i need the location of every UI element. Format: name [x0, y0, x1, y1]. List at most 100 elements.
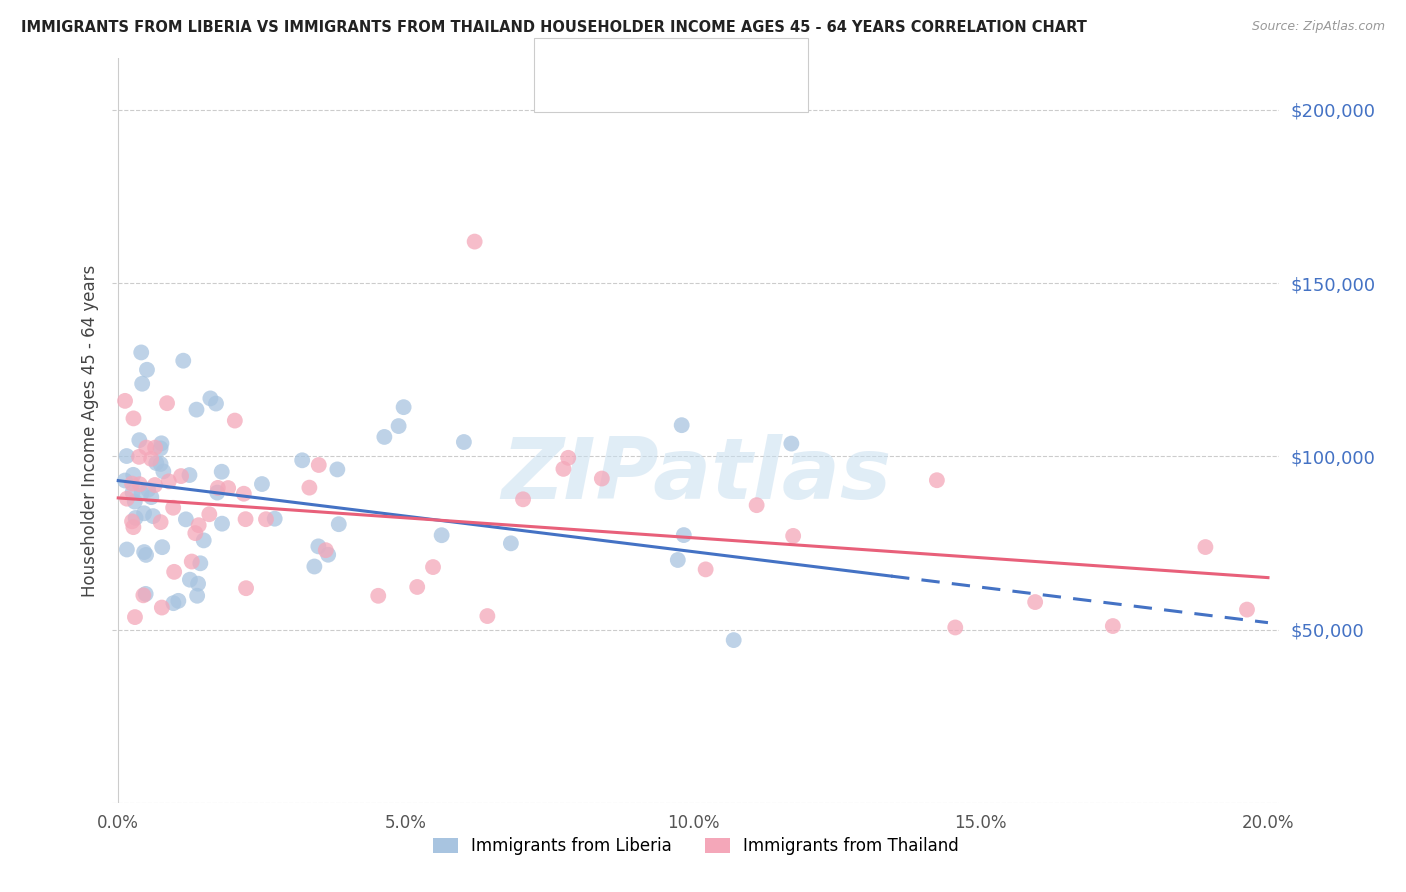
Text: -0.199: -0.199 [623, 82, 676, 97]
Point [134, 545, 156, 559]
Point [121, 476, 143, 491]
Text: 54: 54 [733, 82, 755, 97]
Point [128, 450, 150, 464]
Point [157, 475, 180, 489]
Text: 60: 60 [733, 53, 755, 68]
Point [156, 396, 179, 410]
Point [464, 235, 486, 249]
Point [235, 512, 257, 526]
Point [135, 587, 157, 601]
Point [207, 485, 229, 500]
Point [122, 520, 145, 534]
Point [136, 363, 159, 377]
Circle shape [536, 84, 581, 95]
Point [943, 620, 966, 634]
Legend: Immigrants from Liberia, Immigrants from Thailand: Immigrants from Liberia, Immigrants from… [426, 830, 966, 862]
Point [135, 441, 157, 455]
Point [207, 481, 229, 495]
Point [672, 528, 695, 542]
Point [671, 418, 693, 433]
Point [373, 430, 395, 444]
Text: IMMIGRANTS FROM LIBERIA VS IMMIGRANTS FROM THAILAND HOUSEHOLDER INCOME AGES 45 -: IMMIGRANTS FROM LIBERIA VS IMMIGRANTS FR… [21, 20, 1087, 35]
Point [162, 596, 184, 610]
Point [499, 536, 522, 550]
Point [115, 491, 138, 506]
Point [782, 529, 804, 543]
Point [477, 609, 499, 624]
Point [135, 548, 157, 562]
Point [150, 540, 173, 554]
Point [591, 471, 613, 485]
Text: N =: N = [697, 53, 731, 68]
Point [186, 402, 208, 417]
Point [553, 462, 575, 476]
Point [388, 419, 411, 434]
Point [170, 469, 193, 483]
Text: R =: R = [583, 53, 617, 68]
Point [1236, 602, 1258, 616]
Point [124, 610, 146, 624]
Y-axis label: Householder Income Ages 45 - 64 years: Householder Income Ages 45 - 64 years [80, 264, 98, 597]
Text: ZIPatlas: ZIPatlas [501, 434, 891, 516]
Point [162, 500, 184, 515]
Text: Source: ZipAtlas.com: Source: ZipAtlas.com [1251, 20, 1385, 33]
Point [149, 442, 172, 456]
Point [200, 392, 222, 406]
Point [124, 494, 146, 508]
Point [211, 516, 233, 531]
Point [557, 450, 579, 465]
Point [308, 458, 330, 472]
Point [406, 580, 429, 594]
Point [152, 464, 174, 478]
Point [188, 557, 211, 571]
Point [1101, 619, 1123, 633]
Point [254, 512, 277, 526]
Point [723, 633, 745, 648]
Point [128, 433, 150, 447]
Point [132, 588, 155, 602]
Point [422, 560, 444, 574]
Point [184, 526, 207, 541]
Point [122, 411, 145, 425]
Point [132, 506, 155, 520]
Point [250, 477, 273, 491]
Point [304, 559, 326, 574]
Point [430, 528, 453, 542]
Point [150, 436, 173, 450]
Point [326, 462, 349, 476]
Point [131, 486, 153, 500]
Point [150, 600, 173, 615]
Point [167, 594, 190, 608]
Point [1024, 595, 1046, 609]
Point [115, 542, 138, 557]
Point [179, 573, 201, 587]
Point [143, 478, 166, 492]
Point [136, 483, 159, 497]
Point [114, 393, 136, 408]
Point [187, 576, 209, 591]
Point [114, 474, 136, 488]
Point [149, 515, 172, 529]
Point [131, 376, 153, 391]
Point [232, 487, 254, 501]
Point [780, 436, 803, 450]
Point [121, 514, 143, 528]
Circle shape [536, 54, 581, 66]
Point [666, 553, 689, 567]
Point [367, 589, 389, 603]
Point [198, 507, 221, 521]
Point [139, 451, 162, 466]
Point [298, 481, 321, 495]
Point [235, 581, 257, 595]
Point [115, 449, 138, 463]
Point [316, 548, 339, 562]
Point [180, 555, 202, 569]
Point [124, 511, 146, 525]
Point [122, 467, 145, 482]
Point [129, 345, 152, 359]
Point [187, 518, 209, 533]
Point [453, 435, 475, 450]
Point [328, 517, 350, 532]
Point [263, 512, 285, 526]
Point [141, 490, 163, 504]
